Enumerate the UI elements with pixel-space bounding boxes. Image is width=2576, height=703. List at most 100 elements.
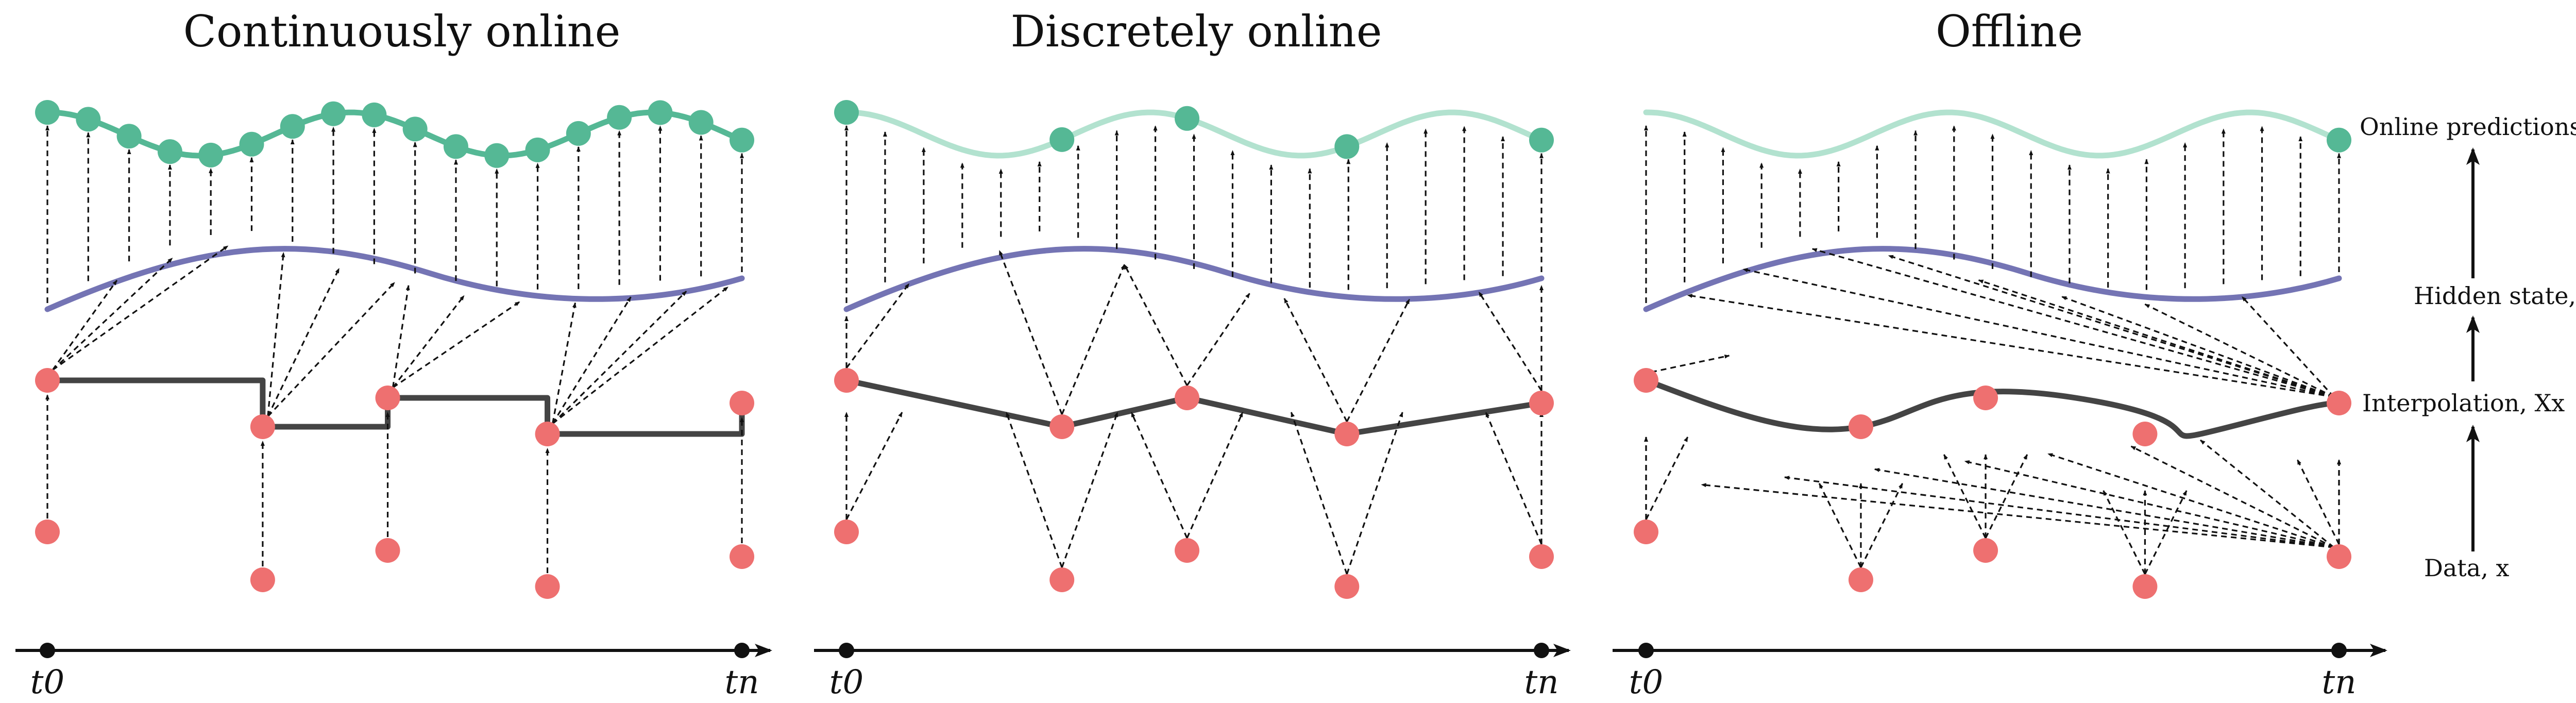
prediction-point — [76, 107, 101, 132]
hidden-state-curve — [1643, 246, 2342, 312]
arrow-data-to-interpolation — [1701, 483, 2334, 548]
arrow-data-to-interpolation — [1943, 454, 1987, 539]
arrow-data-to-interpolation — [1130, 412, 1188, 539]
arrow-interpolation-to-hidden — [998, 250, 1063, 415]
interpolation-point — [1049, 414, 1075, 439]
interpolation-point — [535, 422, 560, 446]
arrow-interpolation-to-hidden — [1478, 291, 1543, 391]
prediction-curve — [44, 109, 745, 159]
arrow-data-to-interpolation — [1346, 412, 1403, 575]
arrow-data-to-interpolation — [1985, 454, 2028, 539]
time-axis-offline: t0 tn — [1613, 643, 2387, 701]
prediction-point — [2327, 127, 2351, 153]
arrow-interpolation-to-hidden — [1061, 264, 1126, 415]
arrow-interpolation-to-hidden — [1186, 293, 1250, 386]
data-point — [1973, 538, 1998, 563]
arrow-data-to-interpolation — [1860, 483, 1904, 568]
prediction-point — [239, 131, 264, 157]
prediction-point — [730, 127, 754, 153]
arrow-interpolation-to-hidden — [1651, 354, 1730, 373]
prediction-point — [566, 121, 591, 146]
interpolation-point — [1634, 368, 1658, 393]
arrow-interpolation-to-hidden — [845, 283, 910, 369]
interpolation-point — [2132, 422, 2158, 446]
panel-continuous — [35, 100, 754, 599]
interpolation-point — [730, 391, 754, 415]
arrow-data-to-interpolation — [2130, 445, 2334, 548]
prediction-point — [607, 105, 632, 130]
axis-start-label: t0 — [30, 663, 64, 701]
arrow-interpolation-to-hidden — [1283, 298, 1348, 422]
axis-end-dot — [2331, 643, 2347, 658]
data-point — [1529, 544, 1554, 569]
prediction-point — [443, 134, 468, 159]
arrow-interpolation-to-hidden — [1124, 264, 1188, 386]
arrow-interpolation-to-hidden — [267, 281, 396, 417]
prediction-point — [525, 137, 550, 162]
prediction-point — [362, 102, 387, 127]
arrow-interpolation-to-hidden — [392, 295, 465, 388]
interpolation-point — [1973, 386, 1998, 410]
interpolation-point — [834, 368, 859, 393]
arrow-interpolation-to-hidden — [52, 257, 173, 371]
arrow-interpolation-to-hidden — [267, 267, 340, 417]
axis-end-label: tn — [1524, 663, 1559, 701]
arrow-interpolation-to-hidden — [1687, 294, 2334, 398]
data-point — [730, 544, 754, 569]
arrow-interpolation-to-hidden — [1978, 279, 2334, 398]
interpolation-path — [1643, 377, 2342, 439]
axis-start-dot — [839, 643, 854, 658]
data-point — [1634, 520, 1658, 544]
interpolation-point — [1529, 391, 1554, 415]
arrow-data-to-interpolation — [1964, 460, 2334, 548]
arrow-interpolation-to-hidden — [52, 280, 118, 371]
prediction-point — [402, 116, 428, 142]
interpolation-point — [1848, 414, 1873, 439]
prediction-point — [157, 139, 182, 164]
arrow-data-to-interpolation — [2103, 490, 2146, 575]
data-point — [535, 574, 560, 599]
interpolation-point — [2327, 391, 2351, 415]
arrow-interpolation-to-hidden — [392, 284, 410, 388]
interpolation-point — [375, 386, 400, 410]
label-online-predictions: Online predictions — [2360, 113, 2576, 141]
arrow-interpolation-to-hidden — [267, 252, 285, 417]
time-axis-continuous: t0 tn — [15, 643, 772, 701]
arrow-data-to-interpolation — [2144, 490, 2188, 575]
data-point — [1848, 567, 1873, 592]
prediction-point — [1175, 106, 1200, 131]
axis-end-label: tn — [725, 663, 759, 701]
axis-start-label: t0 — [1629, 663, 1663, 701]
data-point — [2132, 574, 2158, 599]
label-hidden-state: Hidden state, z(t) — [2414, 282, 2576, 310]
hidden-state-curve — [44, 246, 745, 312]
arrow-data-to-interpolation — [845, 412, 903, 520]
prediction-point — [321, 101, 346, 126]
arrow-interpolation-to-hidden — [552, 296, 632, 424]
arrow-interpolation-to-hidden — [552, 291, 687, 425]
interpolation-point — [1334, 422, 1360, 446]
prediction-point — [280, 114, 305, 139]
prediction-curve — [1643, 109, 2342, 159]
time-axis-discrete: t0 tn — [814, 643, 1571, 701]
data-point — [834, 520, 859, 544]
arrow-data-to-interpolation — [1485, 412, 1543, 545]
panel-offline — [1634, 109, 2351, 599]
arrow-data-to-interpolation — [2199, 439, 2335, 548]
panel-title-offline: Offline — [1936, 6, 2083, 57]
data-point — [2327, 544, 2351, 569]
arrow-data-to-interpolation — [1005, 412, 1063, 568]
arrow-data-to-interpolation — [2296, 459, 2340, 545]
arrow-data-to-interpolation — [1290, 412, 1348, 575]
prediction-point — [648, 100, 673, 125]
axis-start-dot — [1638, 643, 1654, 658]
prediction-point — [35, 100, 60, 125]
arrow-interpolation-to-hidden — [1742, 268, 2334, 398]
panel-discrete — [834, 100, 1554, 599]
prediction-point — [1334, 134, 1360, 159]
prediction-point — [834, 100, 859, 125]
arrow-interpolation-to-hidden — [552, 286, 729, 425]
panel-title-discrete: Discretely online — [1011, 6, 1382, 57]
panel-title-continuous: Continuously online — [183, 6, 621, 57]
